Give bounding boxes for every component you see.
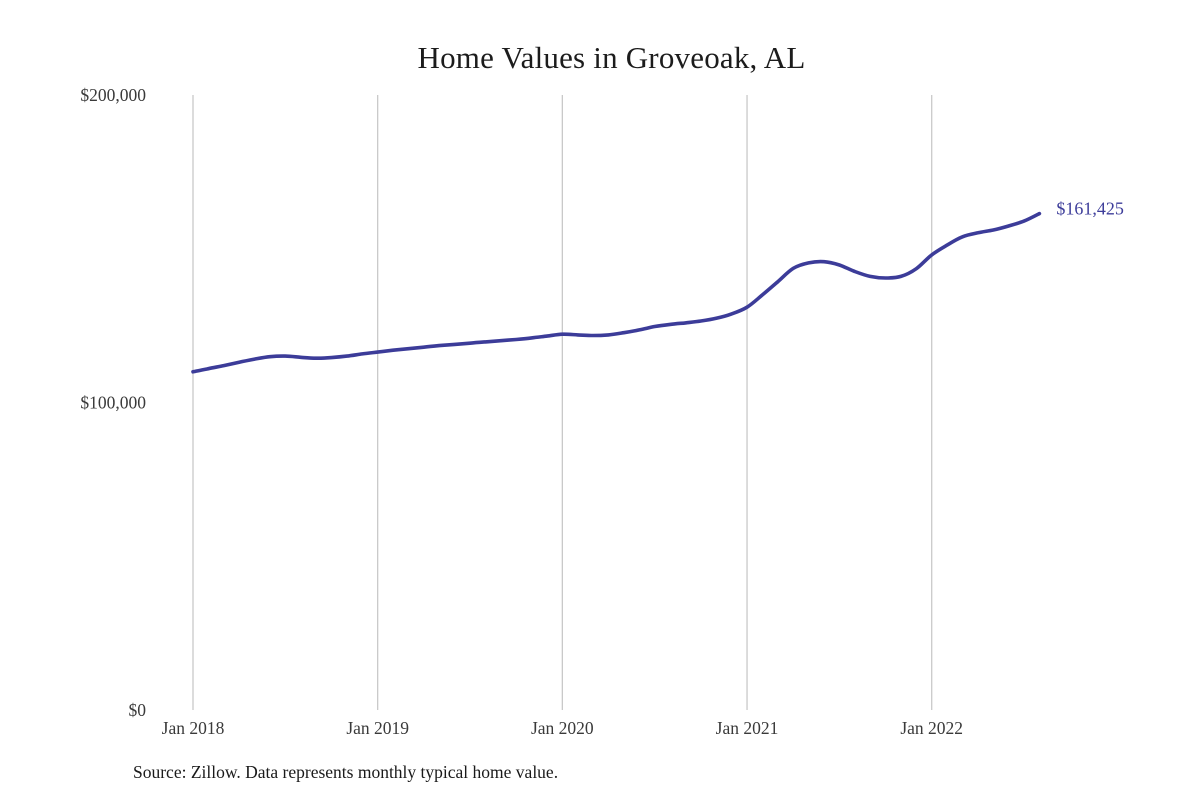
chart-title: Home Values in Groveoak, AL	[417, 40, 806, 75]
x-axis-tick-label: Jan 2019	[346, 718, 409, 738]
home-value-line	[191, 211, 1042, 374]
y-axis-tick-label: $100,000	[80, 393, 146, 413]
x-axis-tick-label: Jan 2020	[531, 718, 594, 738]
x-axis-tick-label: Jan 2022	[900, 718, 963, 738]
y-axis-tick-label: $200,000	[80, 85, 146, 105]
x-axis-tick-label: Jan 2018	[162, 718, 225, 738]
source-note: Source: Zillow. Data represents monthly …	[133, 762, 559, 782]
end-value-label: $161,425	[1056, 199, 1124, 219]
y-axis-tick-label: $0	[129, 700, 147, 720]
x-axis-tick-label: Jan 2021	[716, 718, 779, 738]
